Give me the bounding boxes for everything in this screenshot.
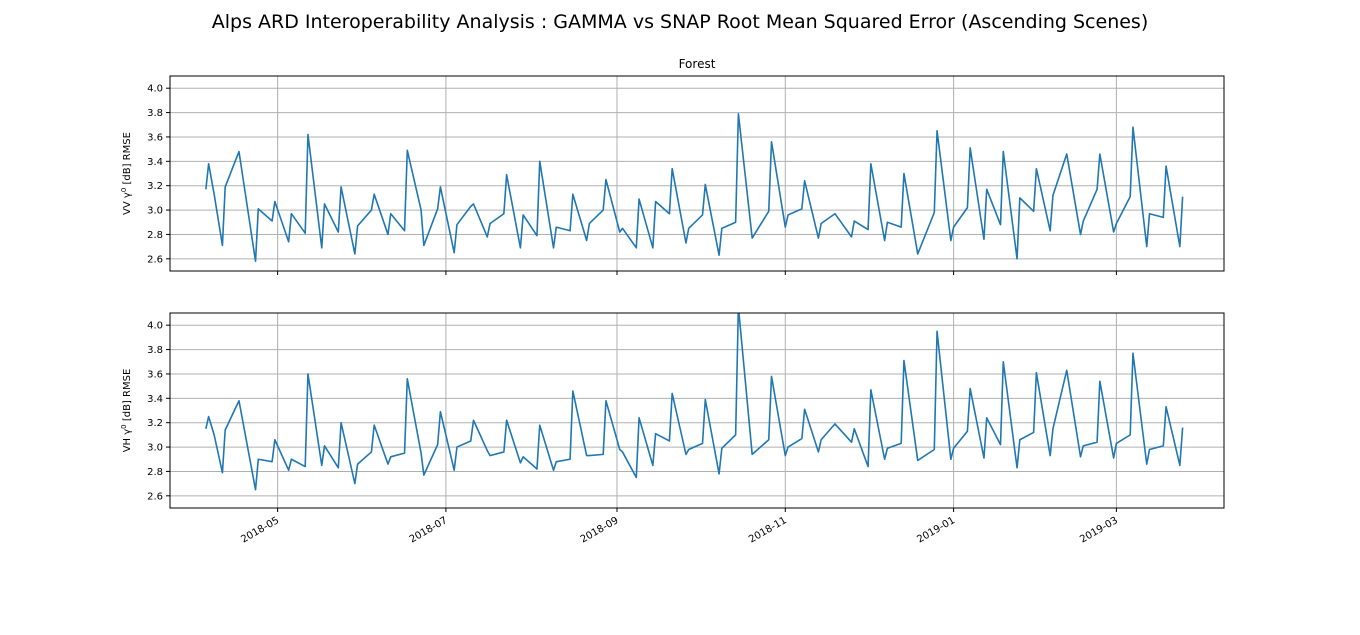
figure-title: Alps ARD Interoperability Analysis : GAM… xyxy=(212,11,1148,33)
panel-vh: 2.6 2.8 3.0 3.2 3.4 3.6 3.8 4.0 2018-05 2018-07 20… xyxy=(120,312,1225,545)
series-line xyxy=(205,313,1184,491)
y-tick-label: 3.8 xyxy=(147,345,163,356)
x-tick-label: 2018-05 xyxy=(239,515,281,545)
y-axis-label-unit: [dB] RMSE xyxy=(122,369,133,425)
y-tick-label: 3.0 xyxy=(147,206,163,217)
y-axis-label-unit: [dB] RMSE xyxy=(122,132,133,188)
y-tick-label: 4.0 xyxy=(147,321,163,332)
y-axis-label-main: VH γ xyxy=(122,429,133,453)
series-line xyxy=(205,112,1184,263)
axes-frame xyxy=(169,75,1225,272)
y-axis-label: VH γ0 [dB] RMSE xyxy=(120,369,133,453)
y-tick-label: 3.8 xyxy=(147,108,163,119)
y-tick-label: 3.2 xyxy=(147,418,163,429)
y-tick-label: 2.6 xyxy=(147,491,163,502)
x-tick-label: 2018-07 xyxy=(408,515,450,545)
x-tick-label: 2019-01 xyxy=(915,515,957,545)
y-axis-label-sup: 0 xyxy=(120,188,128,192)
y-tick-label: 3.6 xyxy=(147,132,163,143)
x-tick-label: 2018-11 xyxy=(747,515,789,545)
y-tick-label: 2.8 xyxy=(147,230,163,241)
panel-title: Forest xyxy=(679,57,716,71)
y-axis-label-main: VV γ xyxy=(122,192,133,215)
y-tick-label: 2.6 xyxy=(147,254,163,265)
y-tick-label: 3.0 xyxy=(147,443,163,454)
y-tick-label: 4.0 xyxy=(147,84,163,95)
y-tick-label: 3.4 xyxy=(147,157,163,168)
axes-frame xyxy=(169,312,1225,509)
y-tick-label: 3.6 xyxy=(147,369,163,380)
panel-vv: 2.6 2.8 3.0 3.2 3.4 3.6 3.8 4.0 Forest VV γ0 [dB]… xyxy=(120,57,1225,275)
x-tick-label: 2018-09 xyxy=(579,515,621,545)
x-tick-label: 2019-03 xyxy=(1078,515,1120,545)
y-axis-label-sup: 0 xyxy=(120,424,128,428)
y-tick-label: 3.4 xyxy=(147,394,163,405)
y-tick-label: 2.8 xyxy=(147,467,163,478)
y-axis-label: VV γ0 [dB] RMSE xyxy=(120,132,133,215)
y-tick-label: 3.2 xyxy=(147,181,163,192)
